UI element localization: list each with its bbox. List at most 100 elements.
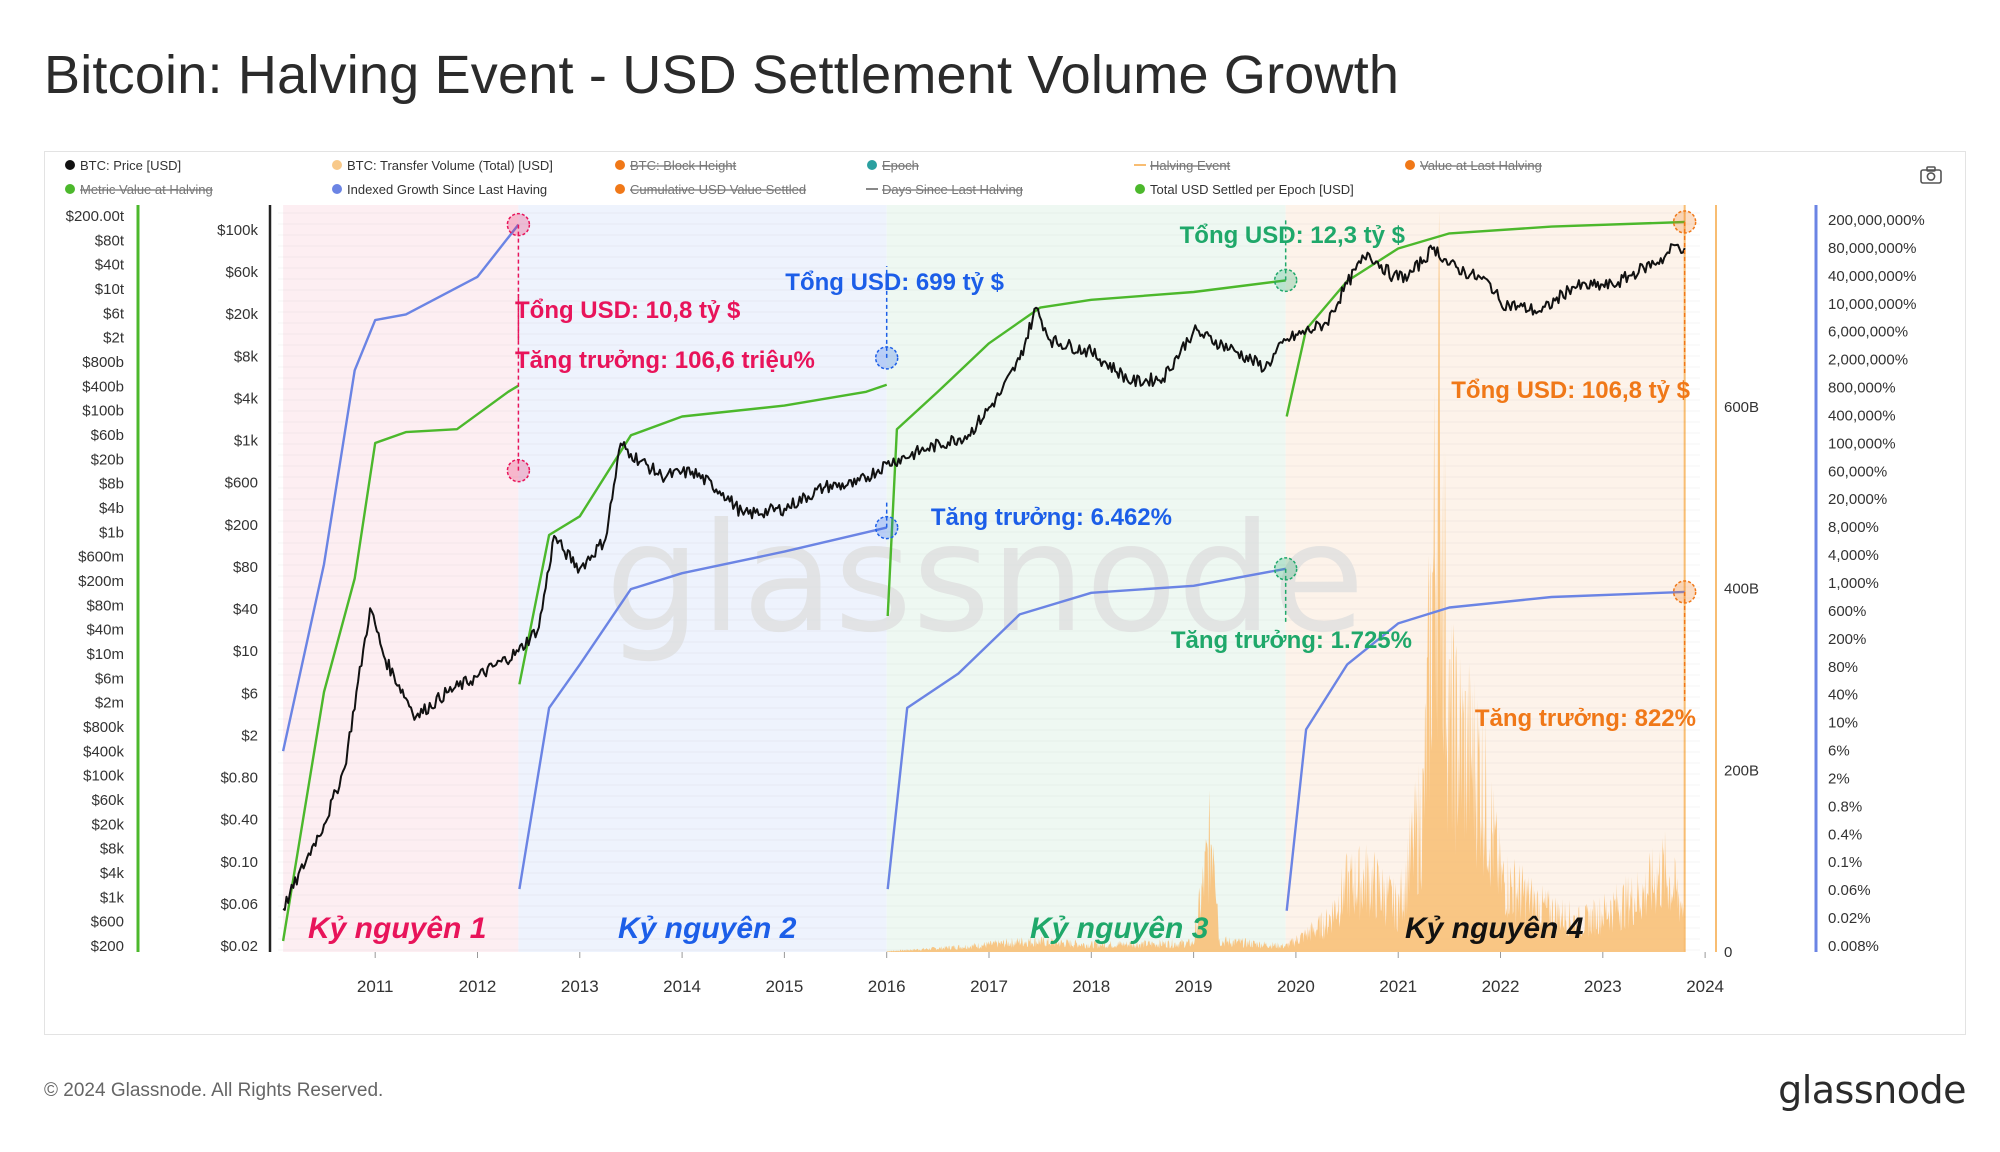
- settled-axis-tick: $1b: [99, 524, 124, 541]
- growth-axis-tick: 80%: [1828, 659, 1858, 676]
- settled-axis-tick: $800k: [83, 719, 124, 736]
- price-axis-tick: $0.06: [220, 896, 258, 913]
- camera-icon[interactable]: [1920, 166, 1942, 184]
- settled-axis-tick: $200: [91, 938, 124, 955]
- growth-axis-tick: 6%: [1828, 743, 1850, 760]
- x-axis-tick: 2013: [561, 977, 599, 996]
- price-axis-tick: $0.80: [220, 770, 258, 787]
- legend-item[interactable]: Cumulative USD Value Settled: [615, 182, 806, 197]
- growth-axis-tick: 20,000%: [1828, 491, 1887, 508]
- settled-axis-tick: $400k: [83, 743, 124, 760]
- volume-axis-tick: 200B: [1724, 762, 1759, 779]
- settled-axis-tick: $200m: [78, 573, 124, 590]
- settled-axis-tick: $8b: [99, 476, 124, 493]
- price-axis-tick: $100k: [217, 222, 258, 239]
- price-axis-tick: $0.10: [220, 854, 258, 871]
- legend-marker: [615, 184, 625, 194]
- copyright-text: © 2024 Glassnode. All Rights Reserved.: [44, 1080, 384, 1101]
- legend-label: BTC: Transfer Volume (Total) [USD]: [347, 158, 553, 173]
- legend-item[interactable]: Days Since Last Halving: [866, 182, 1023, 197]
- settled-axis-tick: $60b: [91, 427, 124, 444]
- epoch-1-total-label: Tổng USD: 10,8 tỷ $: [515, 297, 741, 324]
- legend-marker: [65, 184, 75, 194]
- price-axis-tick: $8k: [234, 348, 259, 365]
- settled-axis-tick: $800b: [82, 354, 124, 371]
- settled-axis-tick: $80t: [95, 232, 125, 249]
- price-axis-tick: $2: [241, 727, 258, 744]
- legend-label: BTC: Price [USD]: [80, 158, 181, 173]
- legend-item[interactable]: BTC: Price [USD]: [65, 158, 181, 173]
- price-axis-tick: $6: [241, 685, 258, 702]
- legend-item[interactable]: Indexed Growth Since Last Having: [332, 182, 547, 197]
- epoch-3-name: Kỷ nguyên 3: [1030, 912, 1209, 945]
- legend-marker: [1135, 184, 1145, 194]
- x-axis-tick: 2012: [459, 977, 497, 996]
- volume-axis-tick: 0: [1724, 944, 1732, 961]
- epoch-band-3: [886, 205, 1286, 952]
- epoch-2-name: Kỷ nguyên 2: [618, 912, 797, 945]
- growth-axis-tick: 40%: [1828, 687, 1858, 704]
- growth-axis-tick: 8,000%: [1828, 519, 1879, 536]
- growth-axis-tick: 40,000,000%: [1828, 268, 1916, 285]
- growth-axis-tick: 6,000,000%: [1828, 324, 1908, 341]
- legend-label: Cumulative USD Value Settled: [630, 182, 806, 197]
- epoch-2-growth-label: Tăng trưởng: 6.462%: [931, 504, 1172, 531]
- price-axis-tick: $4k: [234, 390, 259, 407]
- settled-axis-tick: $40t: [95, 257, 125, 274]
- growth-axis-tick: 600%: [1828, 603, 1866, 620]
- settled-axis-tick: $1k: [100, 889, 125, 906]
- chart-frame: [44, 151, 1966, 1035]
- epoch-1-name: Kỷ nguyên 1: [308, 912, 486, 945]
- indexed-growth-line: [281, 223, 1685, 911]
- x-axis-tick: 2014: [663, 977, 701, 996]
- growth-axis-tick: 0.06%: [1828, 882, 1871, 899]
- volume-axis-tick: 600B: [1724, 399, 1759, 416]
- growth-axis-tick: 4,000%: [1828, 547, 1879, 564]
- epoch-4-name: Kỷ nguyên 4: [1405, 912, 1584, 945]
- growth-axis-tick: 400,000%: [1828, 407, 1896, 424]
- volume-axis-tick: 400B: [1724, 581, 1759, 598]
- epoch-3-growth-label: Tăng trưởng: 1.725%: [1171, 627, 1412, 654]
- growth-axis-tick: 10%: [1828, 715, 1858, 732]
- price-axis-tick: $600: [225, 475, 258, 492]
- growth-axis-tick: 2%: [1828, 770, 1850, 787]
- epoch-4-total-label: Tổng USD: 106,8 tỷ $: [1451, 377, 1690, 404]
- x-axis-tick: 2022: [1482, 977, 1520, 996]
- price-axis-tick: $80: [233, 559, 258, 576]
- settled-axis-tick: $40m: [86, 622, 124, 639]
- legend-item[interactable]: Halving Event: [1134, 158, 1231, 173]
- x-axis-tick: 2016: [868, 977, 906, 996]
- btc-price-line: [282, 243, 1686, 911]
- settled-axis-tick: $100b: [82, 403, 124, 420]
- x-axis-tick: 2017: [970, 977, 1008, 996]
- x-axis-tick: 2020: [1277, 977, 1315, 996]
- settled-axis-tick: $20k: [91, 816, 124, 833]
- legend-item[interactable]: Total USD Settled per Epoch [USD]: [1135, 182, 1354, 197]
- growth-axis-tick: 0.4%: [1828, 826, 1862, 843]
- price-axis-tick: $0.40: [220, 812, 258, 829]
- growth-axis-tick: 200%: [1828, 631, 1866, 648]
- growth-axis-tick: 60,000%: [1828, 463, 1887, 480]
- growth-axis-tick: 0.008%: [1828, 938, 1879, 955]
- price-axis-tick: $20k: [225, 306, 258, 323]
- settled-axis-tick: $10m: [86, 646, 124, 663]
- price-axis-tick: $1k: [234, 433, 259, 450]
- growth-axis-tick: 1,000%: [1828, 575, 1879, 592]
- legend-marker: [615, 160, 625, 170]
- legend-label: Metric Value at Halving: [80, 182, 213, 197]
- legend-item[interactable]: Metric Value at Halving: [65, 182, 213, 197]
- settled-axis-tick: $6t: [103, 305, 125, 322]
- legend-item[interactable]: Epoch: [867, 158, 919, 173]
- legend-label: Days Since Last Halving: [882, 182, 1023, 197]
- settled-axis-tick: $80m: [86, 597, 124, 614]
- legend-item[interactable]: Value at Last Halving: [1405, 158, 1542, 173]
- settled-axis-tick: $200.00t: [66, 208, 125, 225]
- growth-axis-tick: 0.8%: [1828, 798, 1862, 815]
- price-axis-tick: $10: [233, 643, 258, 660]
- settled-axis-tick: $2t: [103, 330, 125, 347]
- settled-axis-tick: $4k: [100, 865, 125, 882]
- legend-item[interactable]: BTC: Block Height: [615, 158, 737, 173]
- price-axis-tick: $200: [225, 517, 258, 534]
- legend-item[interactable]: BTC: Transfer Volume (Total) [USD]: [332, 158, 553, 173]
